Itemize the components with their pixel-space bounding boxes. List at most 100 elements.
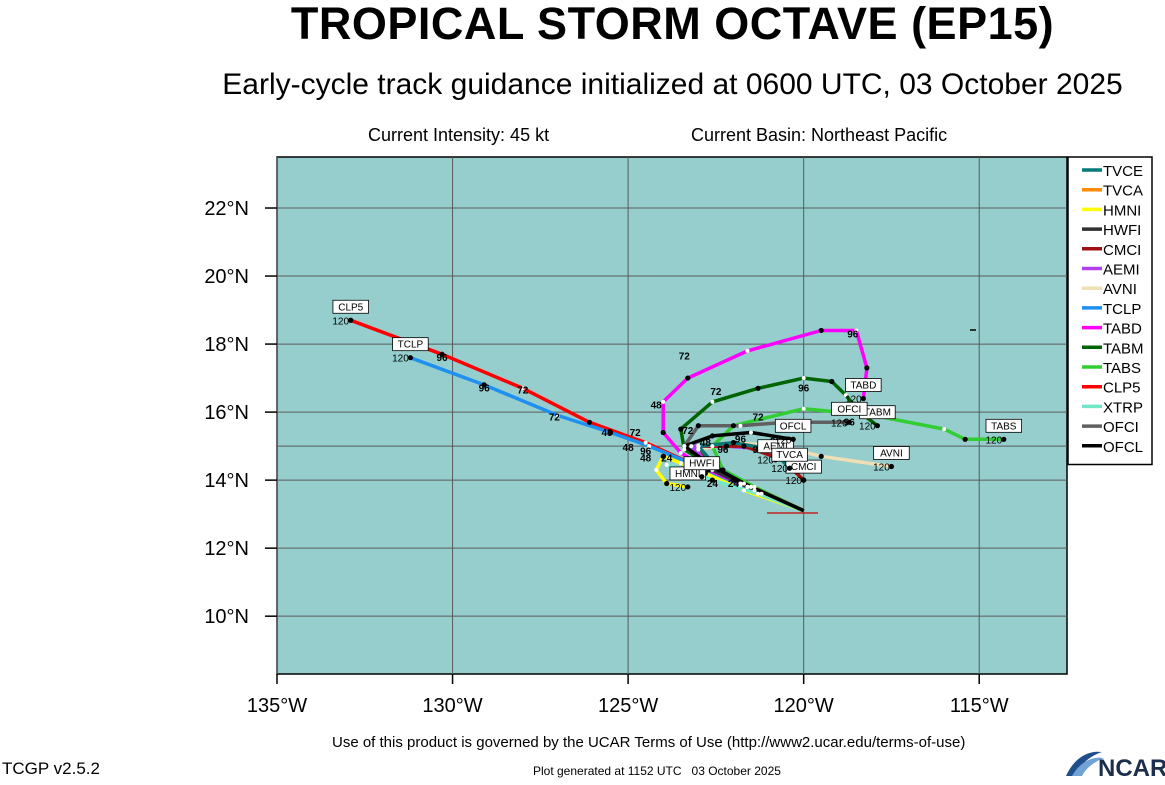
forecast-hour-label: 96 xyxy=(479,384,491,395)
forecast-interval-point xyxy=(682,444,687,449)
track-end-hour: 120 xyxy=(332,316,349,327)
forecast-point xyxy=(685,375,691,381)
forecast-point xyxy=(607,429,614,436)
forecast-interval-point xyxy=(689,444,694,449)
forecast-point xyxy=(962,436,968,442)
track-end-name: OFCI xyxy=(837,404,861,415)
lon-tick-label: 115°W xyxy=(950,695,1009,717)
forecast-point xyxy=(709,433,715,439)
forecast-hour-label: 72 xyxy=(517,385,529,396)
forecast-hour-label: 72 xyxy=(679,351,691,362)
forecast-point xyxy=(723,443,730,449)
lat-tick-label: 20°N xyxy=(204,266,249,288)
forecast-point xyxy=(864,365,870,371)
map-subtitle: Early-cycle track guidance initialized a… xyxy=(222,68,1123,101)
forecast-hour-label: 72 xyxy=(682,426,694,437)
forecast-point xyxy=(818,453,824,459)
forecast-hour-label: 96 xyxy=(640,447,652,458)
lat-tick-label: 22°N xyxy=(204,198,249,220)
forecast-interval-point xyxy=(682,447,687,452)
track-end-name: OFCL xyxy=(780,421,807,432)
track-end-label-hwfi: HWFI xyxy=(683,456,721,480)
forecast-interval-point xyxy=(756,491,761,496)
terms-of-use: Use of this product is governed by the U… xyxy=(332,734,966,751)
track-end-hour: 120 xyxy=(775,435,792,446)
current-basin: Current Basin: Northeast Pacific xyxy=(691,125,948,145)
forecast-hour-label: 24 xyxy=(661,453,673,464)
legend-label: TABD xyxy=(1103,321,1142,338)
forecast-interval-point xyxy=(738,483,743,488)
forecast-interval-point xyxy=(710,444,715,449)
forecast-hour-label: 48 xyxy=(623,443,635,454)
forecast-interval-point xyxy=(643,440,648,445)
track-end-label-ofcl: OFCL 120 xyxy=(775,418,812,446)
map-title: TROPICAL STORM OCTAVE (EP15) xyxy=(290,0,1055,49)
forecast-hour-label: 96 xyxy=(735,435,747,446)
track-end-name: TVCA xyxy=(776,450,803,461)
track-end-hour: 120 xyxy=(859,422,876,433)
legend-label: AVNI xyxy=(1103,281,1137,298)
forecast-point xyxy=(755,385,761,391)
forecast-point xyxy=(730,423,737,429)
forecast-hour-label: 72 xyxy=(630,428,642,439)
forecast-interval-point xyxy=(745,484,750,489)
forecast-interval-point xyxy=(741,481,746,486)
generated-time: Plot generated at 1152 UTC 03 October 20… xyxy=(533,764,781,778)
forecast-interval-point xyxy=(749,484,753,489)
forecast-interval-point xyxy=(752,484,757,489)
legend-label: HMNI xyxy=(1103,202,1141,219)
forecast-point xyxy=(660,453,666,459)
forecast-hour-label: 96 xyxy=(436,353,448,364)
track-end-hour: 120 xyxy=(771,464,788,475)
forecast-interval-point xyxy=(654,467,659,472)
lon-tick-label: 130°W xyxy=(422,695,482,717)
legend-label: CMCI xyxy=(1103,242,1141,259)
forecast-interval-point xyxy=(801,406,806,411)
forecast-interval-point xyxy=(801,376,806,381)
track-end-name: TCLP xyxy=(398,340,424,351)
forecast-interval-point xyxy=(664,462,669,467)
version-label: TCGP v2.5.2 xyxy=(2,759,100,778)
track-end-label-ofci: OFCI 120 xyxy=(831,401,868,429)
lat-tick-label: 10°N xyxy=(204,606,249,628)
legend-label: OFCI xyxy=(1103,419,1139,436)
forecast-point xyxy=(586,419,593,425)
legend-label: TVCE xyxy=(1103,163,1143,180)
legend-label: OFCL xyxy=(1103,439,1143,456)
track-end-hour: 120 xyxy=(831,418,848,429)
forecast-interval-point xyxy=(647,444,652,449)
track-end-hour: 120 xyxy=(392,354,409,365)
track-end-name: HWFI xyxy=(689,459,715,470)
forecast-interval-point xyxy=(661,399,666,404)
forecast-interval-point xyxy=(555,413,560,418)
legend-label: TABM xyxy=(1103,340,1144,357)
track-end-hour: 120 xyxy=(845,394,862,405)
track-end-name: CMCI xyxy=(791,462,817,473)
forecast-interval-point xyxy=(520,386,525,391)
forecast-hour-label: 48 xyxy=(651,401,663,412)
forecast-point xyxy=(439,351,445,357)
legend-label: XTRP xyxy=(1103,399,1143,416)
forecast-hour-label: 72 xyxy=(549,413,561,424)
forecast-interval-point xyxy=(738,423,743,428)
map-gridlines xyxy=(276,157,1067,674)
map-axes: 135°W 130°W 125°W 120°W 115°W 10°N 12°N 14°N 16°… xyxy=(204,198,1008,717)
legend-label: CLP5 xyxy=(1103,380,1141,397)
lat-tick-label: 12°N xyxy=(204,538,249,560)
legend-label: HWFI xyxy=(1103,222,1141,239)
map-ocean xyxy=(276,156,1068,675)
track-end-label-tabs: TABS 120 xyxy=(985,418,1022,446)
track-end-hour: 120 xyxy=(669,483,686,494)
ncar-logo-icon: NCAR xyxy=(1066,751,1165,782)
track-end-name: TABS xyxy=(991,421,1017,432)
forecast-interval-point xyxy=(678,461,683,466)
current-intensity: Current Intensity: 45 kt xyxy=(368,125,550,145)
track-annotations: 9696727248724896484872729696729696969696… xyxy=(332,299,1022,496)
forecast-hour-label: 48 xyxy=(640,453,652,464)
forecast-interval-point xyxy=(741,488,746,493)
forecast-hour-label: 72 xyxy=(710,387,722,398)
forecast-interval-point xyxy=(696,447,701,452)
legend-label: AEMI xyxy=(1103,262,1140,279)
forecast-interval-point xyxy=(752,488,757,493)
